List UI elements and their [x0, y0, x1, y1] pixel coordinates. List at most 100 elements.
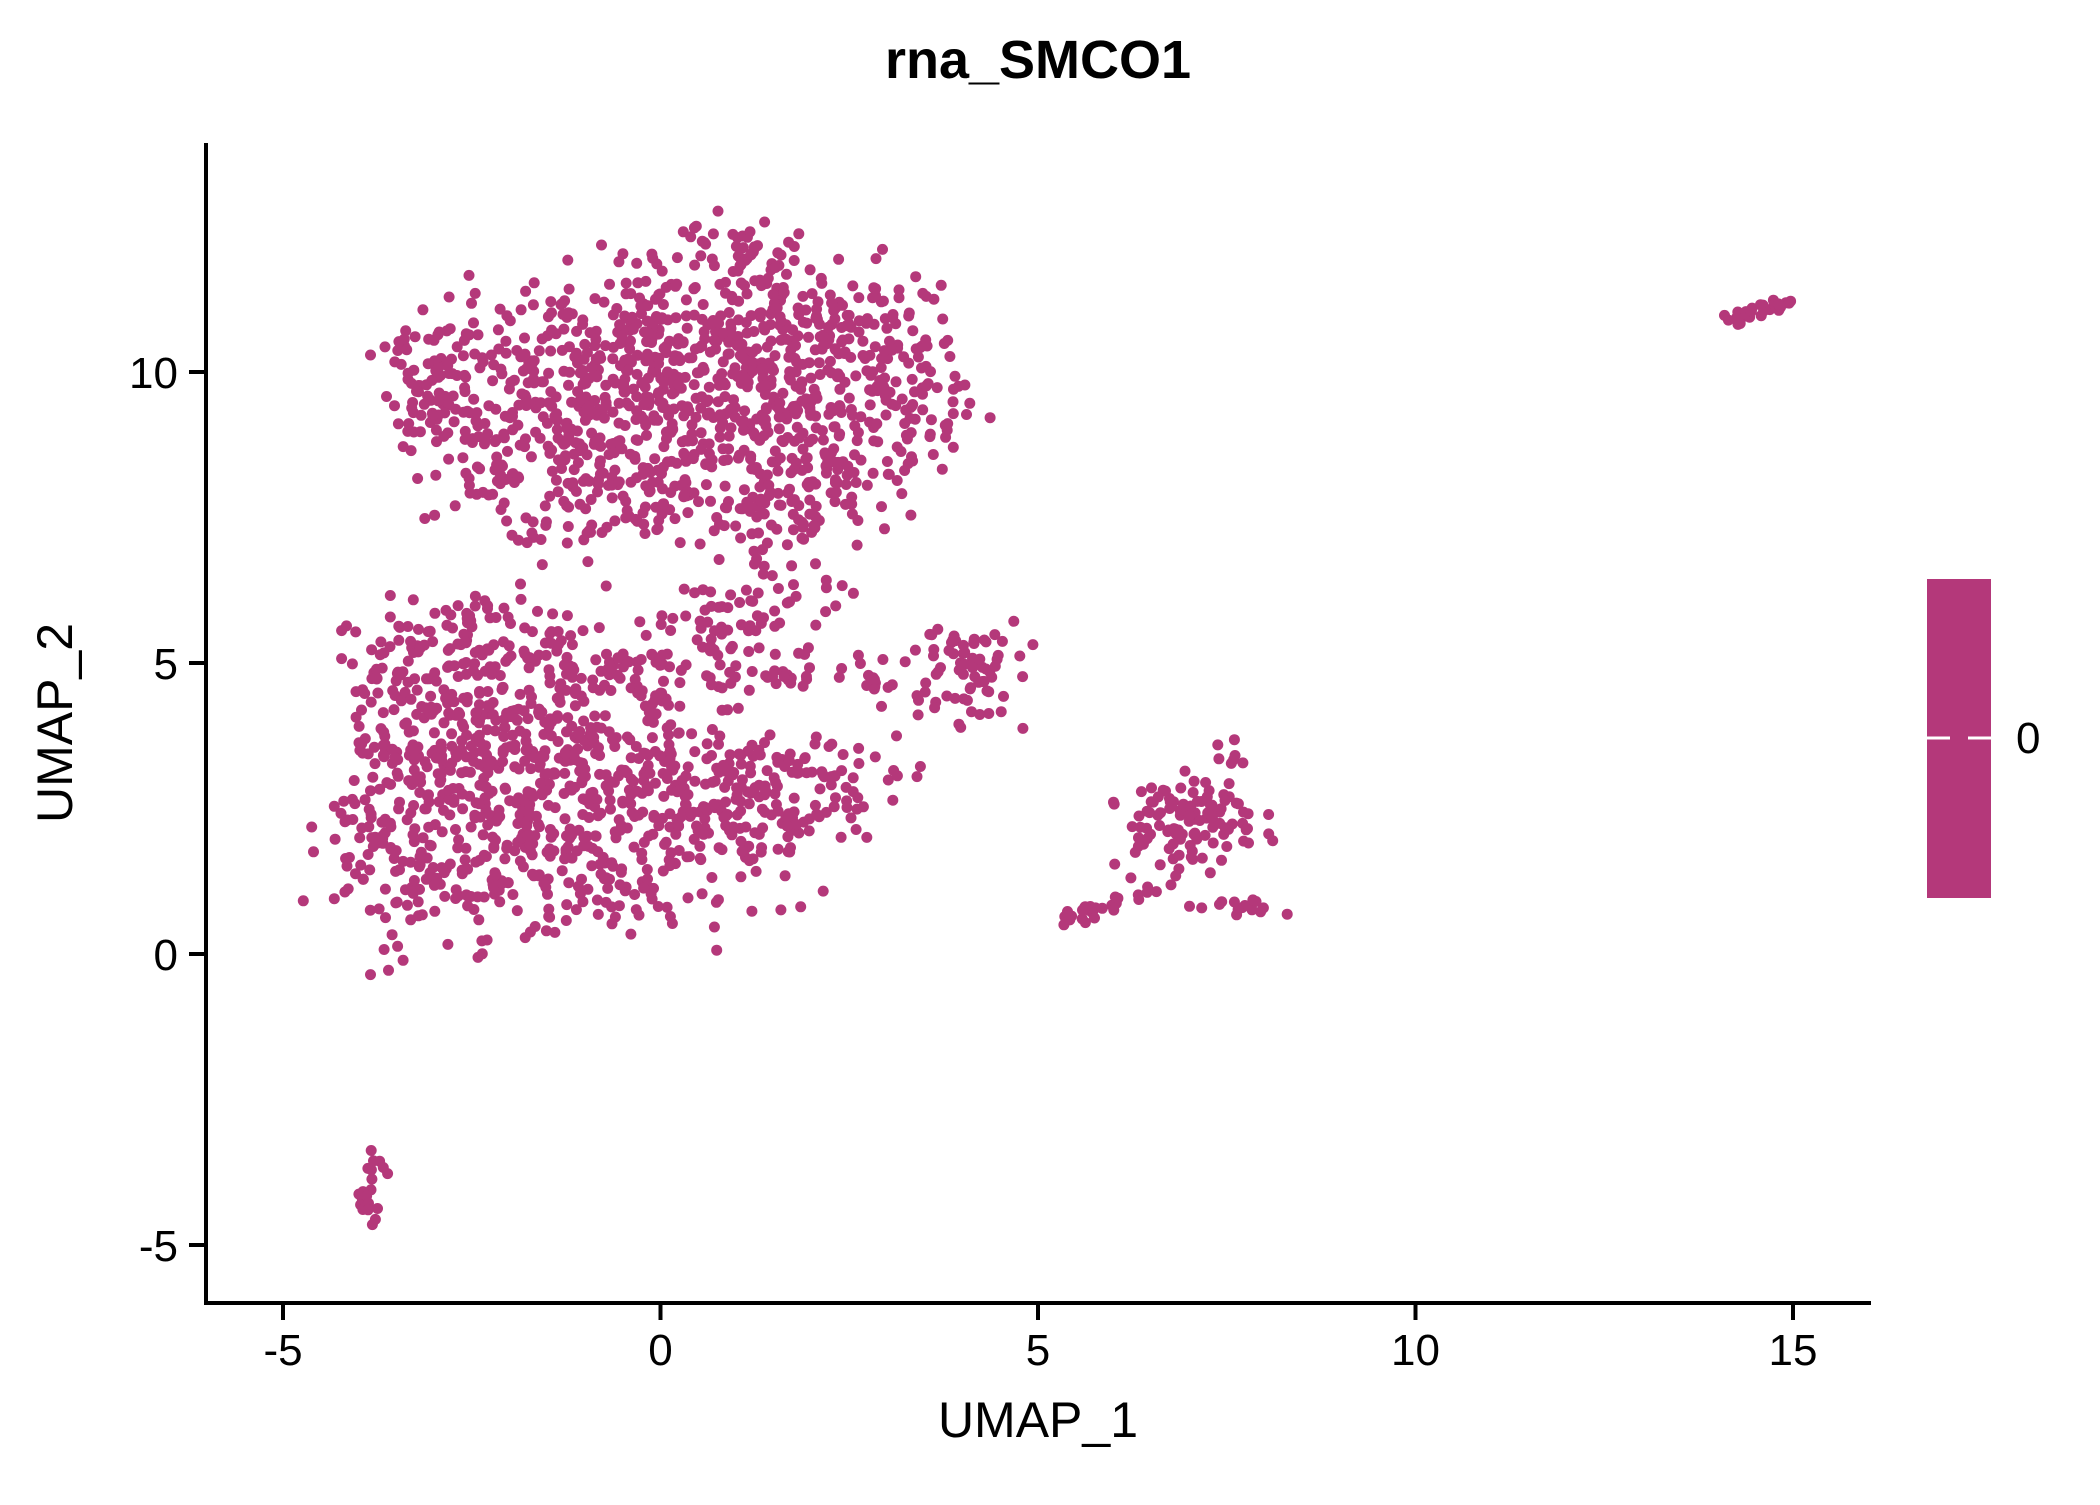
data-point — [714, 431, 726, 443]
data-point — [861, 479, 873, 491]
data-point — [512, 419, 524, 431]
data-point — [1108, 796, 1119, 808]
data-point — [801, 479, 813, 491]
data-point — [563, 283, 575, 295]
data-point — [638, 882, 650, 894]
data-point — [599, 710, 611, 722]
data-point — [1150, 886, 1162, 898]
data-point — [744, 226, 756, 238]
data-point — [579, 770, 591, 782]
data-point — [386, 743, 398, 755]
data-point — [1164, 803, 1176, 814]
data-point — [576, 873, 587, 885]
data-point — [1142, 881, 1154, 893]
data-point — [592, 486, 603, 498]
data-point — [763, 490, 775, 502]
x-axis-label: UMAP_1 — [938, 1392, 1138, 1448]
data-point — [544, 911, 556, 923]
data-point — [734, 260, 746, 272]
data-point — [377, 739, 389, 751]
data-point — [785, 467, 797, 479]
data-point — [891, 475, 903, 486]
data-point — [535, 777, 546, 789]
data-point — [853, 292, 865, 304]
data-point — [695, 402, 707, 414]
data-point — [540, 519, 552, 531]
data-point — [499, 782, 511, 794]
data-point — [989, 629, 1001, 641]
data-point — [478, 849, 490, 861]
data-point — [518, 794, 530, 806]
data-point — [705, 586, 717, 598]
data-point — [1228, 896, 1240, 908]
data-point — [390, 865, 402, 877]
data-point — [658, 376, 670, 388]
data-point — [630, 414, 642, 425]
data-point — [656, 610, 668, 622]
data-point — [998, 690, 1009, 702]
data-point — [563, 501, 575, 513]
data-point — [753, 744, 765, 756]
data-point — [459, 369, 471, 381]
data-point — [911, 771, 923, 783]
data-point — [419, 513, 431, 524]
data-point — [669, 480, 681, 492]
data-point — [1219, 822, 1231, 834]
data-point — [723, 348, 735, 360]
data-point — [390, 897, 402, 909]
data-point — [356, 822, 368, 834]
data-point — [498, 731, 510, 742]
data-point — [671, 457, 683, 469]
data-point — [867, 292, 879, 304]
data-point — [448, 696, 460, 708]
data-point — [436, 862, 448, 874]
data-point — [759, 414, 771, 425]
data-point — [395, 669, 407, 681]
data-point — [430, 469, 442, 481]
data-point — [817, 885, 829, 897]
data-point — [689, 587, 701, 599]
data-point — [663, 854, 675, 866]
data-point — [730, 520, 742, 532]
data-point — [836, 336, 848, 348]
data-point — [350, 686, 362, 698]
data-point — [560, 844, 572, 856]
data-point — [638, 836, 650, 848]
data-point — [637, 507, 649, 519]
data-point — [983, 708, 995, 719]
data-point — [871, 418, 883, 430]
data-point — [468, 755, 480, 767]
data-point — [1184, 900, 1195, 912]
data-point — [811, 808, 823, 820]
data-point — [737, 352, 748, 364]
data-point — [459, 425, 471, 437]
data-point — [1165, 879, 1177, 891]
data-point — [947, 396, 959, 408]
data-point — [595, 665, 607, 677]
data-point — [349, 798, 361, 810]
data-point — [630, 513, 642, 525]
data-point — [479, 665, 491, 677]
data-point — [395, 358, 407, 370]
data-point — [540, 925, 552, 937]
data-point — [706, 750, 717, 761]
data-point — [686, 728, 698, 740]
data-point — [328, 800, 340, 812]
data-point — [631, 472, 643, 484]
data-point — [590, 353, 602, 365]
data-point — [485, 755, 497, 767]
data-point — [500, 347, 512, 359]
data-point — [725, 643, 737, 655]
data-point — [869, 751, 881, 763]
data-point — [476, 745, 488, 757]
data-point — [402, 367, 414, 379]
data-point — [456, 864, 468, 876]
data-point — [816, 766, 828, 778]
data-point — [606, 858, 618, 870]
data-point — [1170, 870, 1182, 882]
data-point — [440, 604, 452, 616]
data-point — [752, 587, 764, 599]
data-point — [917, 388, 928, 400]
data-point — [746, 666, 758, 677]
data-point — [633, 809, 645, 821]
